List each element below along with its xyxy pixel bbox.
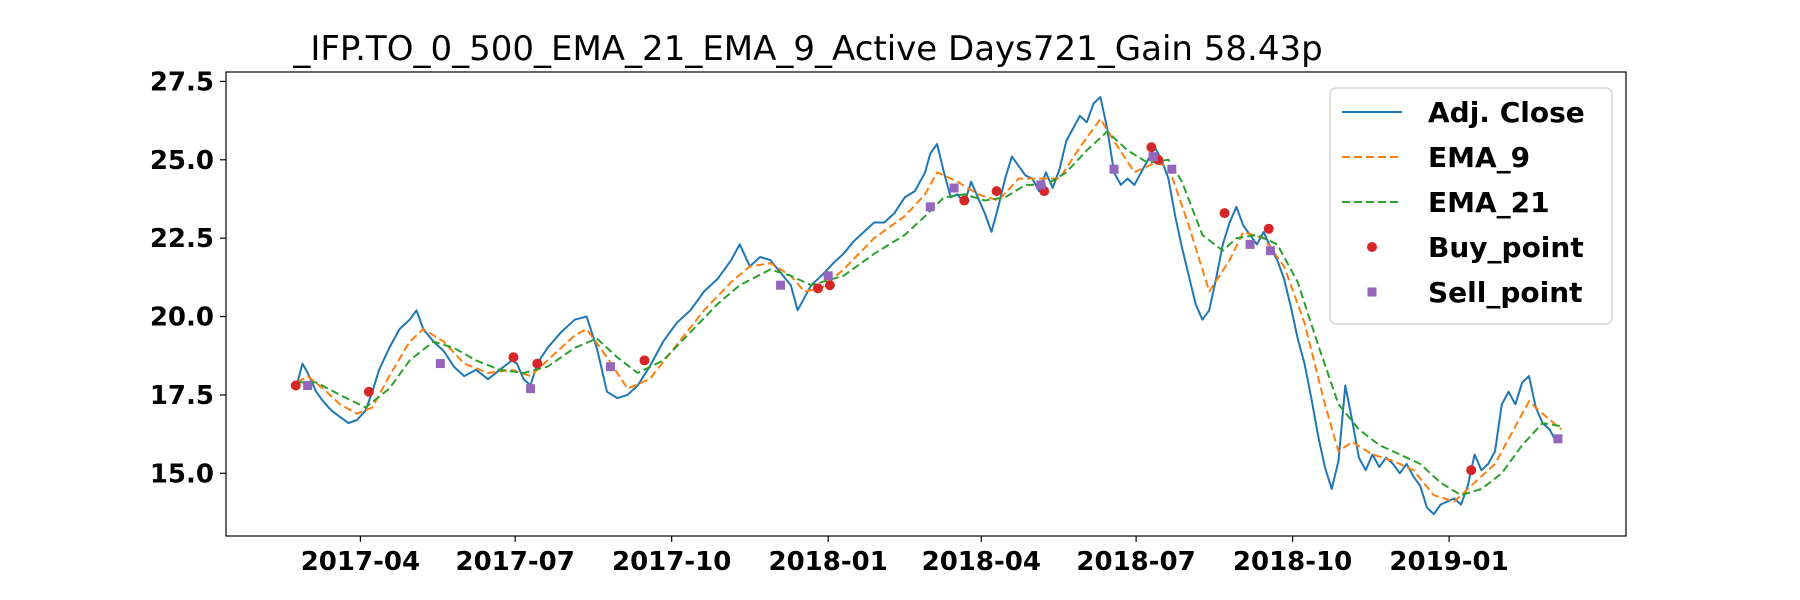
buy-point-marker-5 xyxy=(812,283,823,294)
y-tick-label-3: 22.5 xyxy=(150,224,214,254)
series-line-ema-21 xyxy=(297,130,1562,497)
legend-item-ema-9: EMA_9 xyxy=(1342,141,1530,174)
legend-label-ema-9: EMA_9 xyxy=(1428,141,1530,174)
legend-label-buy-point: Buy_point xyxy=(1428,231,1584,264)
y-tick-label-2: 20.0 xyxy=(150,303,214,333)
sell-point-marker-3 xyxy=(605,362,615,372)
y-tick-label-1: 17.5 xyxy=(150,381,214,411)
buy-point-marker-7 xyxy=(959,195,970,206)
x-tick-label-7: 2019-01 xyxy=(1389,547,1508,577)
buy-point-marker-14 xyxy=(1466,465,1477,476)
x-tick-label-4: 2018-04 xyxy=(922,547,1041,577)
sell-point-marker-11 xyxy=(1167,164,1177,174)
legend-item-adj-close: Adj. Close xyxy=(1342,96,1585,129)
y-tick-label-0: 15.0 xyxy=(150,459,214,489)
x-tick-label-5: 2018-07 xyxy=(1076,547,1195,577)
legend-box xyxy=(1329,87,1613,325)
x-tick-label-1: 2017-07 xyxy=(456,547,575,577)
plot-area-frame xyxy=(225,71,1627,537)
y-tick-label-4: 25.0 xyxy=(150,146,214,176)
legend-swatch-buy-point xyxy=(1367,242,1377,252)
legend-item-ema-21: EMA_21 xyxy=(1342,186,1550,219)
axis-layer: 2017-04 2017-07 2017-10 2018-01 2018-04 2018-… xyxy=(150,67,1509,577)
sell-point-marker-6 xyxy=(925,202,935,212)
buy-point-marker-0 xyxy=(290,380,301,391)
sell-point-marker-9 xyxy=(1109,164,1119,174)
legend: Adj. Close EMA_9 EMA_21 Buy_point Sell_point xyxy=(1329,87,1613,325)
sell-point-marker-14 xyxy=(1553,434,1563,444)
sell-point-marker-7 xyxy=(949,183,959,193)
series-line-adj-close xyxy=(296,96,1562,516)
buy-point-marker-6 xyxy=(824,280,835,291)
marker-layer xyxy=(290,142,1563,476)
sell-point-marker-1 xyxy=(435,359,445,369)
series-line-ema-9 xyxy=(296,118,1563,503)
legend-label-sell-point: Sell_point xyxy=(1428,276,1583,309)
buy-point-marker-2 xyxy=(508,352,519,363)
series-layer xyxy=(296,96,1563,516)
legend-swatch-sell-point xyxy=(1367,287,1377,297)
x-tick-label-3: 2018-01 xyxy=(769,547,888,577)
x-tick-label-6: 2018-10 xyxy=(1233,547,1352,577)
x-tick-label-0: 2017-04 xyxy=(301,547,420,577)
chart-title: _IFP.TO_0_500_EMA_21_EMA_9_Active Days72… xyxy=(292,29,1322,69)
sell-point-marker-10 xyxy=(1148,152,1158,162)
y-tick-label-5: 27.5 xyxy=(150,67,214,97)
legend-label-adj-close: Adj. Close xyxy=(1428,96,1585,129)
sell-point-marker-4 xyxy=(776,280,786,290)
sell-point-marker-2 xyxy=(525,384,535,394)
buy-point-marker-1 xyxy=(363,386,374,397)
legend-items: Adj. Close EMA_9 EMA_21 Buy_point Sell_point xyxy=(1342,96,1585,309)
x-tick-label-2: 2017-10 xyxy=(612,547,731,577)
sell-point-marker-5 xyxy=(823,271,833,281)
sell-point-marker-0 xyxy=(303,381,313,391)
sell-point-marker-12 xyxy=(1245,239,1255,249)
legend-label-ema-21: EMA_21 xyxy=(1428,186,1550,219)
buy-point-marker-13 xyxy=(1263,223,1274,234)
legend-item-buy-point: Buy_point xyxy=(1367,231,1584,264)
buy-point-marker-3 xyxy=(532,358,543,369)
buy-point-marker-4 xyxy=(639,355,650,366)
legend-item-sell-point: Sell_point xyxy=(1367,276,1583,309)
buy-point-marker-8 xyxy=(991,186,1002,197)
sell-point-marker-8 xyxy=(1036,180,1046,190)
sell-point-marker-13 xyxy=(1265,246,1275,256)
buy-point-marker-10 xyxy=(1146,142,1157,153)
buy-point-marker-12 xyxy=(1219,208,1230,219)
